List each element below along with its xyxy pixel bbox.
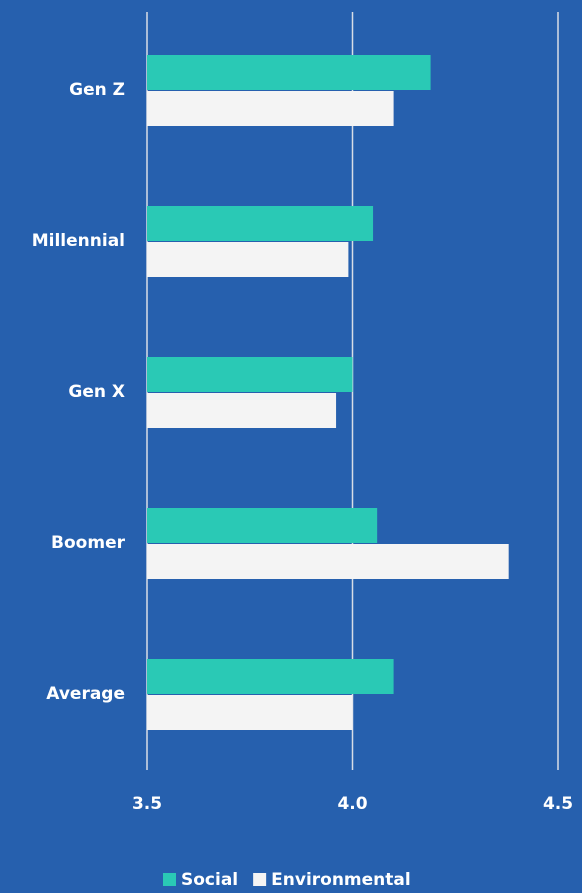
y-tick-label: Boomer [51,533,126,553]
legend-label: Environmental [271,870,411,890]
x-tick-label: 3.5 [132,794,162,814]
bar [147,695,353,730]
bar [147,357,353,392]
x-tick-label: 4.5 [543,794,573,814]
y-tick-label: Average [46,684,125,704]
legend-swatch [253,873,267,886]
bar [147,544,509,579]
bar [147,508,378,543]
bar [147,242,349,277]
bar [147,206,374,241]
y-tick-label: Gen Z [69,80,125,100]
legend-swatch [163,873,176,886]
legend-label: Social [181,870,238,890]
y-tick-label: Millennial [32,231,125,251]
x-tick-label: 4.0 [337,794,367,814]
bar [147,393,337,428]
y-tick-label: Gen X [68,382,125,402]
bar [147,659,394,694]
bar [147,91,394,126]
bar [147,55,431,90]
